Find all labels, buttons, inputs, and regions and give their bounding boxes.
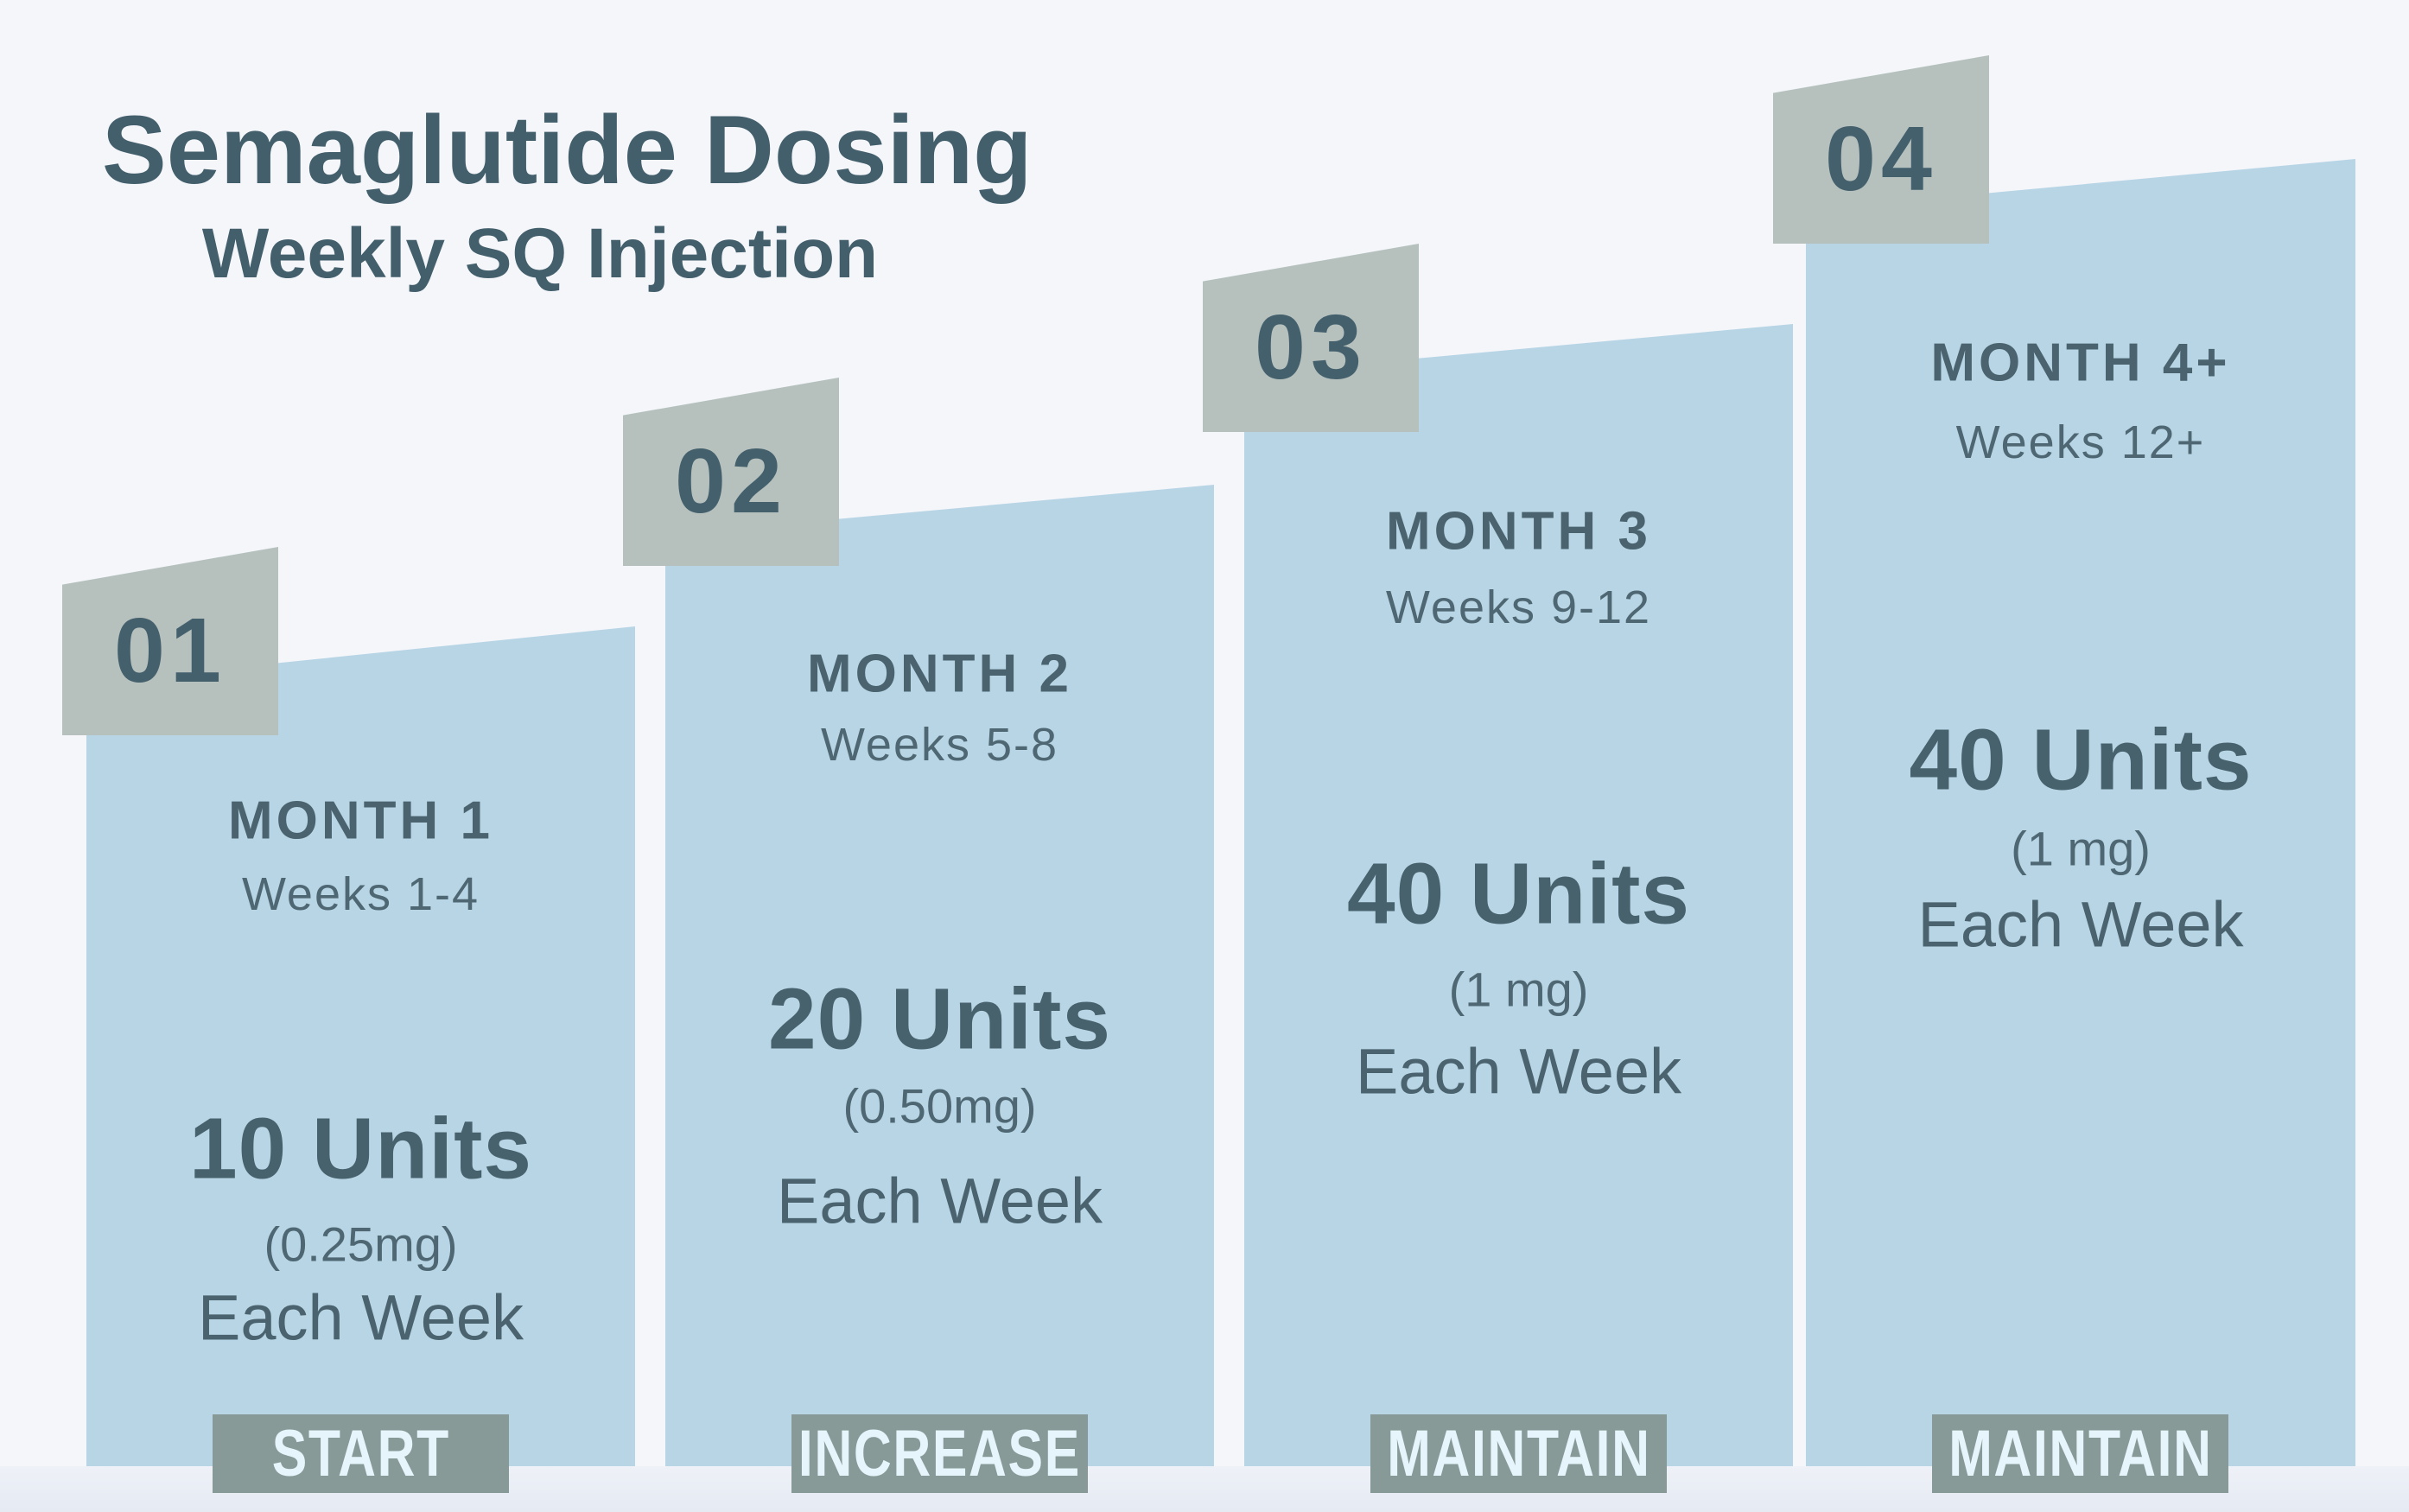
month-4-frequency: Each Week: [1917, 888, 2244, 961]
action-label-increase-text: INCREASE: [798, 1417, 1082, 1490]
month-1-number: 01: [114, 599, 226, 702]
action-label-maintain-2: MAINTAIN: [1932, 1414, 2228, 1493]
month-2-bar: MONTH 2 Weeks 5-8 20 Units (0.50mg) Each…: [665, 485, 1214, 1466]
month-3-units: 40 Units: [1346, 845, 1690, 943]
month-1-weeks: Weeks 1-4: [241, 868, 480, 920]
month-3-frequency: Each Week: [1355, 1035, 1682, 1108]
month-1-units: 10 Units: [188, 1100, 532, 1198]
month-1-dose: (0.25mg): [264, 1217, 458, 1272]
month-3-dose: (1 mg): [1448, 962, 1589, 1017]
action-label-start: START: [213, 1414, 509, 1493]
month-3-number: 03: [1255, 295, 1367, 398]
action-label-maintain-1: MAINTAIN: [1370, 1414, 1667, 1493]
month-4-units: 40 Units: [1909, 711, 2253, 809]
month-2-frequency: Each Week: [776, 1165, 1103, 1237]
month-4-bar: MONTH 4+ Weeks 12+ 40 Units (1 mg) Each …: [1806, 159, 2355, 1466]
month-4-weeks: Weeks 12+: [1955, 416, 2206, 468]
month-4-number-badge: 04: [1773, 55, 1989, 244]
month-2-weeks: Weeks 5-8: [820, 719, 1059, 771]
month-3-number-badge: 03: [1203, 244, 1419, 432]
header: Semaglutide Dosing Weekly SQ Injection: [102, 96, 1033, 294]
month-1-frequency: Each Week: [197, 1281, 524, 1354]
month-2-label: MONTH 2: [807, 644, 1072, 704]
month-2-number: 02: [675, 429, 787, 532]
month-4-label: MONTH 4+: [1930, 333, 2231, 393]
month-3-label: MONTH 3: [1386, 501, 1651, 562]
page-subtitle: Weekly SQ Injection: [201, 214, 879, 294]
month-2-units: 20 Units: [767, 970, 1111, 1068]
month-4-number: 04: [1825, 107, 1937, 210]
month-2-number-badge: 02: [623, 378, 839, 566]
action-label-increase: INCREASE: [791, 1414, 1088, 1493]
action-label-start-text: START: [271, 1417, 450, 1490]
month-1-label: MONTH 1: [228, 791, 493, 851]
month-2-dose: (0.50mg): [842, 1078, 1037, 1134]
month-4-dose: (1 mg): [2011, 821, 2151, 876]
month-1-bar: MONTH 1 Weeks 1-4 10 Units (0.25mg) Each…: [86, 626, 635, 1466]
action-label-maintain-1-text: MAINTAIN: [1386, 1417, 1651, 1490]
month-3-bar: MONTH 3 Weeks 9-12 40 Units (1 mg) Each …: [1244, 324, 1793, 1466]
action-label-maintain-2-text: MAINTAIN: [1948, 1417, 2213, 1490]
month-3-weeks: Weeks 9-12: [1385, 581, 1652, 633]
page-title: Semaglutide Dosing: [102, 96, 1033, 204]
month-1-number-badge: 01: [62, 547, 278, 735]
